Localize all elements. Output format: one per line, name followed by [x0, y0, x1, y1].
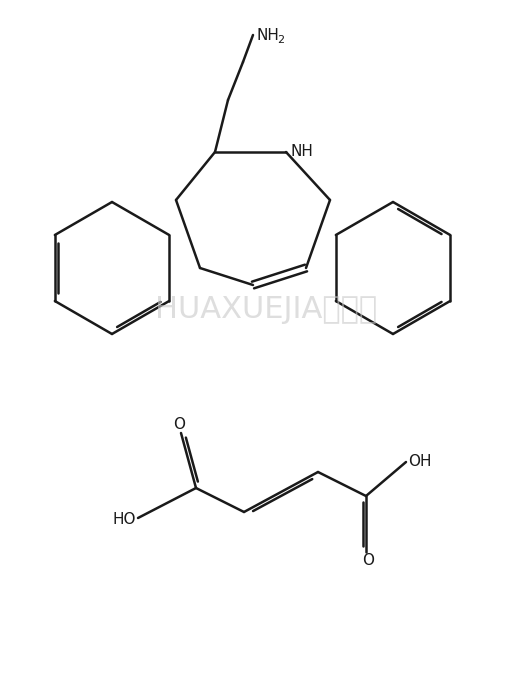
Text: HUAXUEJIA化学加: HUAXUEJIA化学加	[155, 295, 377, 325]
Text: 2: 2	[277, 35, 284, 45]
Text: NH: NH	[290, 145, 313, 160]
Text: O: O	[362, 553, 374, 568]
Text: HO: HO	[112, 511, 136, 526]
Text: OH: OH	[408, 454, 431, 469]
Text: NH: NH	[257, 28, 280, 43]
Text: O: O	[173, 417, 185, 432]
